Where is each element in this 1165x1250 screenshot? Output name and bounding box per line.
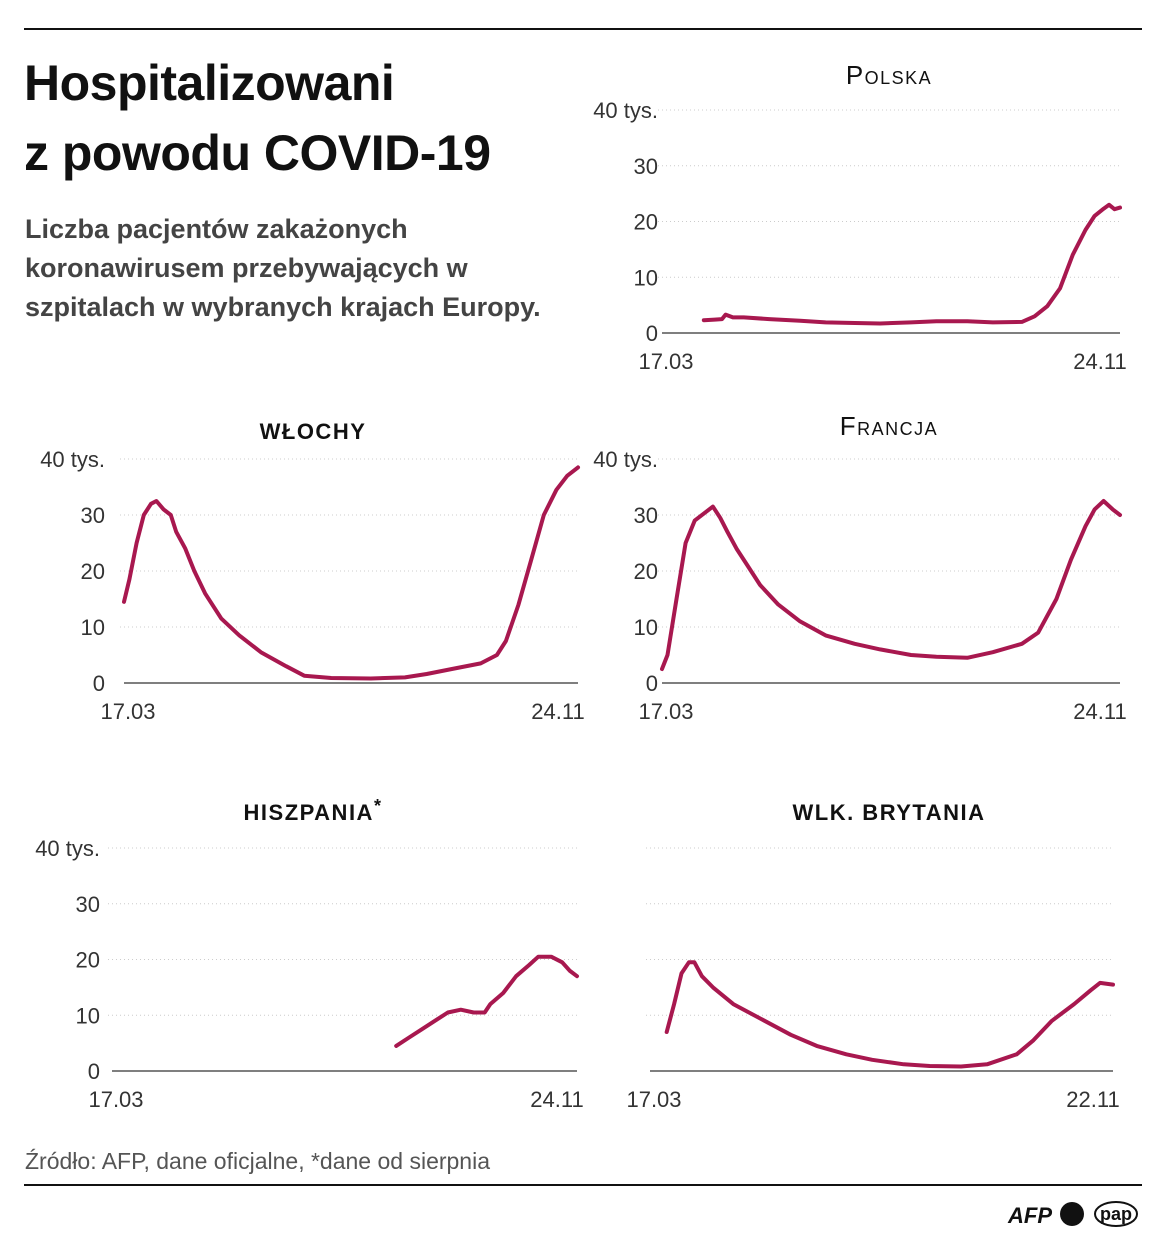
x-tick-label: 22.11 [1066,1087,1119,1112]
x-tick-label: 24.11 [1073,349,1126,374]
x-tick-label: 24.11 [530,1087,583,1112]
logos: AFP pap [1007,1201,1138,1228]
pap-logo: pap [1094,1201,1138,1227]
y-tick-label: 40 tys. [593,447,658,472]
y-tick-label: 0 [646,671,658,696]
y-tick-label: 0 [88,1059,100,1084]
y-tick-label: 40 tys. [593,98,658,123]
y-tick-label: 20 [634,559,658,584]
y-tick-label: 40 tys. [35,836,100,861]
x-tick-label: 17.03 [100,699,155,724]
y-tick-label: 20 [634,210,658,235]
chart-1: WŁOCHY 0 10 20 30 40 tys. 17.03 24.11 [40,419,585,724]
y-tick-label: 40 tys. [40,447,105,472]
subtitle: Liczba pacjentów zakażonych koronawiruse… [25,214,541,322]
chart-3: HISZPANIA* 0 10 20 30 40 tys. 17.03 24.11 [35,796,584,1112]
y-tick-label: 30 [76,892,100,917]
series-line [660,499,1122,671]
y-tick-label: 30 [81,503,105,528]
chart-4: WLK. BRYTANIA 17.03 22.11 [626,800,1119,1112]
y-tick-label: 10 [76,1003,100,1028]
y-tick-label: 20 [76,948,100,973]
y-tick-label: 20 [81,559,105,584]
y-tick-label: 10 [634,265,658,290]
page-title: Hospitalizowani z powodu COVID-19 [24,48,491,188]
source-note: Źródło: AFP, dane oficjalne, *dane od si… [25,1148,490,1174]
x-tick-label: 17.03 [88,1087,143,1112]
y-tick-label: 0 [646,321,658,346]
x-tick-label: 17.03 [638,349,693,374]
title-footnote-mark: * [374,796,383,816]
x-tick-label: 24.11 [531,699,584,724]
bottom-rule [24,1184,1142,1186]
chart-title: WŁOCHY [260,419,367,444]
title-line-2: z powodu COVID-19 [24,125,491,181]
chart-title: WLK. BRYTANIA [792,800,985,825]
title-line-1: Hospitalizowani [24,55,395,111]
chart-title: Polska [846,60,932,90]
afp-logo: AFP [1007,1202,1084,1228]
chart-title: HISZPANIA* [244,796,383,825]
series-line [122,465,580,681]
y-tick-label: 30 [634,503,658,528]
y-tick-label: 30 [634,154,658,179]
series-line [394,954,579,1048]
chart-0: Polska 0 10 20 30 40 tys. 17.03 24.11 [593,60,1127,374]
svg-text:pap: pap [1100,1204,1132,1224]
y-tick-label: 10 [634,615,658,640]
x-tick-label: 24.11 [1073,699,1126,724]
top-rule [24,28,1142,30]
svg-text:AFP: AFP [1007,1203,1052,1228]
y-tick-label: 10 [81,615,105,640]
y-tick-label: 0 [93,671,105,696]
chart-2: Francja 0 10 20 30 40 tys. 17.03 24.11 [593,411,1127,724]
x-tick-label: 17.03 [638,699,693,724]
chart-title: Francja [840,411,938,441]
series-line [701,202,1122,326]
x-tick-label: 17.03 [626,1087,681,1112]
series-line [664,960,1115,1069]
